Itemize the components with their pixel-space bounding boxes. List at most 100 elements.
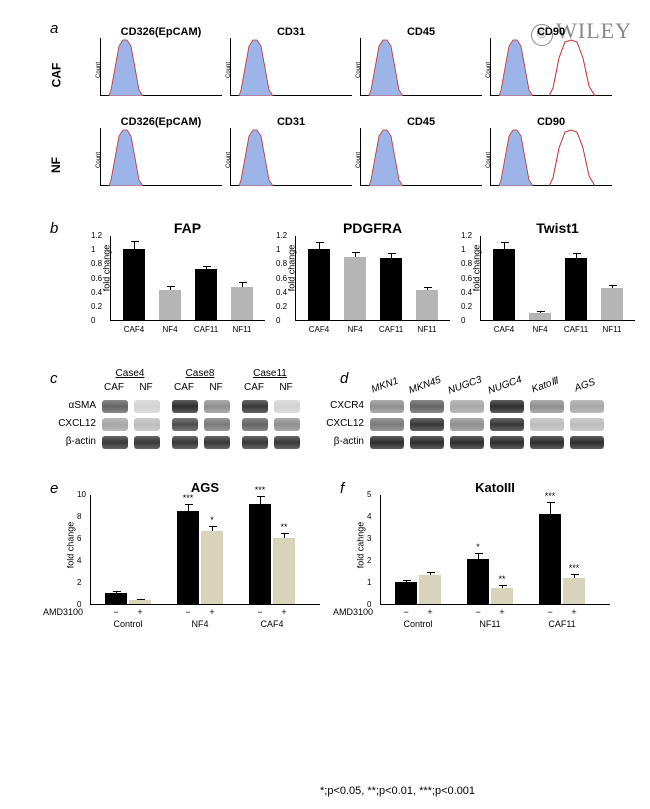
blot-band: [450, 436, 484, 449]
blot-row: β-actin: [100, 436, 320, 451]
histogram-CD45: CD45Count: [360, 116, 482, 188]
bar-chart-title: PDGFRA: [295, 220, 450, 236]
panel-b-charts: FAPfold change00.20.40.60.811.2CAF4NF4CA…: [110, 220, 635, 321]
group-label: Control: [105, 619, 151, 629]
histo-row-nf: CD326(EpCAM)CountCD31CountCD45CountCD90C…: [100, 116, 612, 188]
histogram-CD90: CD90Count: [490, 116, 612, 188]
blot-band: [450, 418, 484, 431]
bar: [159, 290, 181, 320]
significance-marker: **: [273, 522, 295, 532]
subcol-header: NF: [132, 382, 160, 393]
amd-sign: +: [273, 607, 295, 617]
bar-error: [355, 252, 356, 257]
panel-d-label: d: [340, 370, 348, 387]
bar-error-cap: [209, 526, 217, 527]
histogram-title: CD90: [490, 116, 612, 128]
amd-sign: +: [419, 607, 441, 617]
grouped-bar: [177, 511, 199, 605]
grouped-bar: [467, 559, 489, 604]
grouped-bar-error: [212, 526, 213, 532]
panel-e-title: AGS: [90, 480, 320, 495]
grouped-bar: [419, 575, 441, 604]
subcol-header: NF: [272, 382, 300, 393]
bar-xtick: CAF4: [302, 325, 336, 334]
row-label-nf: NF: [49, 157, 63, 173]
bar-xtick: NF11: [225, 325, 259, 334]
bar-error-cap: [475, 553, 483, 554]
bar-ytick: 1.2: [276, 231, 287, 240]
amd-sign: −: [249, 607, 271, 617]
histogram-CD31: CD31Count: [230, 116, 352, 188]
bar: [416, 290, 438, 320]
grouped-bar: [129, 600, 151, 604]
bar-error: [319, 242, 320, 249]
panel-e-label: e: [50, 480, 58, 497]
bar-xtick: NF11: [410, 325, 444, 334]
panel-e-chart: AGS fold change 0246810−+Control***−*+NF…: [90, 480, 320, 605]
blot-band: [204, 418, 230, 431]
blot-band: [274, 400, 300, 413]
histogram-title: CD326(EpCAM): [100, 26, 222, 38]
bar-error-cap: [427, 572, 435, 573]
group-label: CAF4: [249, 619, 295, 629]
histogram-plot: Count: [490, 38, 612, 96]
bar-error: [504, 242, 505, 249]
gb-ytick: 5: [367, 490, 371, 499]
bar-ytick: 0.4: [276, 288, 287, 297]
group-label: CAF11: [539, 619, 585, 629]
grouped-bar-error: [430, 572, 431, 575]
bar-ytick: 1.2: [91, 231, 102, 240]
panel-e-plot: fold change 0246810−+Control***−*+NF4***…: [90, 495, 320, 605]
gb-ytick: 2: [77, 578, 81, 587]
bar-error-cap: [388, 253, 396, 254]
bar-plot: fold change00.20.40.60.811.2CAF4NF4CAF11…: [110, 236, 265, 321]
bar-error: [391, 253, 392, 258]
significance-marker: *: [201, 515, 223, 525]
grouped-bar: [395, 582, 417, 604]
histogram-title: CD326(EpCAM): [100, 116, 222, 128]
histogram-yaxis: Count: [486, 61, 492, 77]
bar-ytick: 0.2: [276, 302, 287, 311]
histogram-title: CD45: [360, 116, 482, 128]
grouped-bar: [491, 588, 513, 605]
panel-f-plot: fold cahnge 012345−+Control*−**+NF11***−…: [380, 495, 610, 605]
bar-yaxis-label: fold change: [101, 245, 111, 292]
gb-ytick: 8: [77, 512, 81, 521]
bar: [231, 287, 253, 320]
grouped-bar-error: [188, 504, 189, 511]
blot-row-label: β-actin: [52, 436, 96, 447]
histo-row-caf: CD326(EpCAM)CountCD31CountCD45CountCD90C…: [100, 26, 612, 98]
grouped-bar-error: [478, 553, 479, 559]
blot-band: [102, 436, 128, 449]
bar-ytick: 0.8: [91, 259, 102, 268]
blot-band: [410, 400, 444, 413]
amd-sign: −: [395, 607, 417, 617]
blot-band: [242, 436, 268, 449]
histogram-yaxis: Count: [356, 151, 362, 167]
bar-ytick: 0: [91, 316, 95, 325]
bar-error: [427, 287, 428, 290]
bar: [565, 258, 587, 320]
case-header: Case8: [170, 368, 230, 379]
histogram-plot: Count: [100, 128, 222, 186]
gb-ytick: 2: [367, 556, 371, 565]
bar-ytick: 0.2: [461, 302, 472, 311]
bar-ytick: 1: [91, 245, 95, 254]
bar-error: [612, 285, 613, 289]
significance-marker: *: [467, 542, 489, 552]
bar-xtick: NF11: [595, 325, 629, 334]
blot-band: [134, 418, 160, 431]
bar-error-cap: [239, 282, 247, 283]
panel-c-headers: Case4CAFNFCase8CAFNFCase11CAFNF: [100, 368, 320, 400]
panel-c-blot: Case4CAFNFCase8CAFNFCase11CAFNF αSMACXCL…: [100, 368, 320, 454]
bar-xtick: NF4: [153, 325, 187, 334]
histogram-yaxis: Count: [226, 151, 232, 167]
bar-error-cap: [185, 504, 193, 505]
subcol-header: CAF: [170, 382, 198, 393]
blot-row-label: CXCR4: [320, 400, 364, 411]
grouped-bar-error: [406, 580, 407, 582]
bar-chart-title: Twist1: [480, 220, 635, 236]
histogram-plot: Count: [230, 128, 352, 186]
amd-sign: −: [177, 607, 199, 617]
grouped-bar: [539, 514, 561, 604]
